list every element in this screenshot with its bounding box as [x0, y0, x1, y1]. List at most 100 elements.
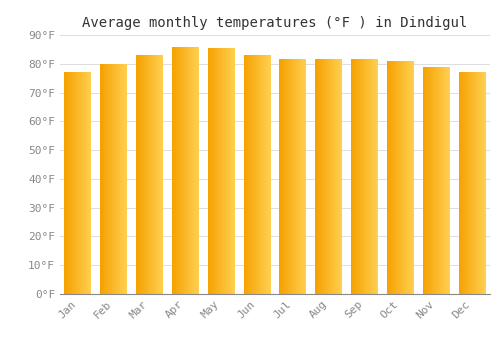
Bar: [182, 47, 183, 294]
Bar: [375, 60, 376, 294]
Bar: [402, 61, 403, 294]
Bar: [319, 60, 320, 294]
Bar: [365, 60, 366, 294]
Bar: [191, 47, 192, 294]
Bar: [374, 60, 375, 294]
Bar: [435, 66, 436, 294]
Bar: [476, 72, 477, 294]
Bar: [75, 72, 76, 294]
Bar: [338, 60, 339, 294]
Bar: [269, 55, 270, 294]
Bar: [221, 48, 222, 294]
Bar: [373, 60, 374, 294]
Bar: [211, 48, 212, 294]
Bar: [159, 55, 160, 294]
Bar: [401, 61, 402, 294]
Bar: [322, 60, 323, 294]
Bar: [369, 60, 370, 294]
Bar: [74, 72, 75, 294]
Bar: [213, 48, 214, 294]
Bar: [248, 55, 249, 294]
Bar: [364, 60, 365, 294]
Bar: [118, 64, 119, 294]
Bar: [189, 47, 190, 294]
Bar: [178, 47, 179, 294]
Bar: [184, 47, 185, 294]
Bar: [141, 55, 142, 294]
Bar: [175, 47, 176, 294]
Bar: [339, 60, 340, 294]
Bar: [387, 61, 388, 294]
Bar: [161, 55, 162, 294]
Bar: [284, 60, 285, 294]
Bar: [367, 60, 368, 294]
Bar: [84, 72, 85, 294]
Bar: [148, 55, 149, 294]
Bar: [198, 47, 199, 294]
Bar: [445, 66, 446, 294]
Bar: [197, 47, 198, 294]
Bar: [196, 47, 197, 294]
Bar: [448, 66, 449, 294]
Bar: [363, 60, 364, 294]
Bar: [266, 55, 267, 294]
Bar: [432, 66, 433, 294]
Bar: [324, 60, 325, 294]
Bar: [333, 60, 334, 294]
Bar: [187, 47, 188, 294]
Bar: [208, 48, 209, 294]
Bar: [299, 60, 300, 294]
Bar: [298, 60, 299, 294]
Bar: [285, 60, 286, 294]
Bar: [470, 72, 471, 294]
Bar: [316, 60, 317, 294]
Bar: [226, 48, 227, 294]
Bar: [465, 72, 466, 294]
Bar: [410, 61, 411, 294]
Bar: [110, 64, 111, 294]
Bar: [185, 47, 186, 294]
Bar: [406, 61, 407, 294]
Bar: [140, 55, 141, 294]
Bar: [229, 48, 230, 294]
Bar: [244, 55, 245, 294]
Bar: [440, 66, 441, 294]
Bar: [430, 66, 431, 294]
Bar: [231, 48, 232, 294]
Bar: [143, 55, 144, 294]
Bar: [264, 55, 265, 294]
Bar: [328, 60, 329, 294]
Bar: [65, 72, 66, 294]
Bar: [332, 60, 333, 294]
Bar: [441, 66, 442, 294]
Bar: [337, 60, 338, 294]
Bar: [81, 72, 82, 294]
Bar: [116, 64, 117, 294]
Bar: [474, 72, 475, 294]
Bar: [105, 64, 106, 294]
Bar: [294, 60, 295, 294]
Bar: [392, 61, 393, 294]
Bar: [177, 47, 178, 294]
Bar: [475, 72, 476, 294]
Bar: [467, 72, 468, 294]
Bar: [325, 60, 326, 294]
Bar: [449, 66, 450, 294]
Bar: [445, 66, 446, 294]
Bar: [478, 72, 479, 294]
Bar: [190, 47, 191, 294]
Bar: [409, 61, 410, 294]
Bar: [153, 55, 154, 294]
Bar: [468, 72, 469, 294]
Bar: [296, 60, 297, 294]
Bar: [433, 66, 434, 294]
Bar: [173, 47, 174, 294]
Bar: [156, 55, 157, 294]
Bar: [249, 55, 250, 294]
Bar: [85, 72, 86, 294]
Bar: [333, 60, 334, 294]
Bar: [406, 61, 407, 294]
Bar: [126, 64, 128, 294]
Bar: [212, 48, 214, 294]
Bar: [413, 61, 414, 294]
